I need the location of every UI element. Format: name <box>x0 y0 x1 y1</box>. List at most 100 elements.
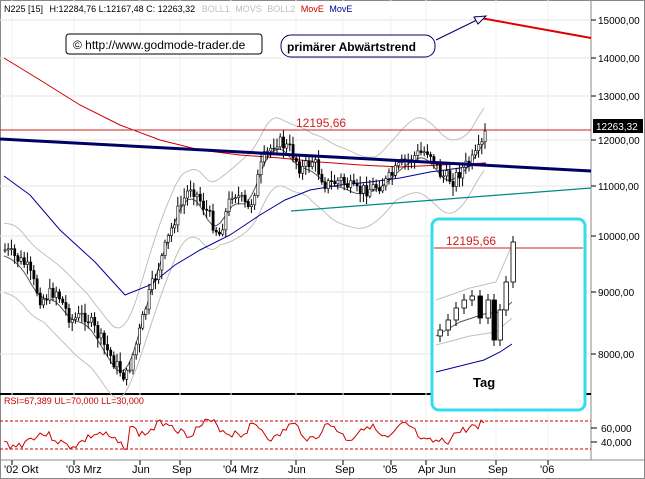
candle-body <box>67 308 71 323</box>
copyright-box <box>65 33 263 55</box>
candle-body <box>16 255 20 262</box>
inset-candle-body <box>453 307 459 321</box>
candle-body <box>390 172 394 176</box>
candle-body <box>160 255 164 271</box>
candle-body <box>454 172 458 187</box>
inset-candle-body <box>461 299 467 309</box>
candle-body <box>429 154 433 157</box>
candle-body <box>166 235 170 243</box>
candle-body <box>272 147 276 150</box>
candle-body <box>378 187 381 192</box>
rsi-label: RSI=67,389 UL=70,000 LL=30,000 <box>4 396 144 406</box>
trend-arrow-shaft <box>435 17 482 41</box>
candle-body <box>32 270 36 280</box>
candle-body <box>118 361 122 374</box>
candle-body <box>384 178 388 187</box>
candle-body <box>480 141 484 145</box>
candle-body <box>93 317 97 326</box>
legend-move-red: MovE <box>301 4 324 14</box>
candle-body <box>374 184 378 189</box>
bollinger-upper-band <box>3 107 485 329</box>
candle-body <box>61 298 65 303</box>
candle-body <box>304 160 308 167</box>
candle-body <box>310 161 314 168</box>
time-tick-label: Sep <box>488 464 508 476</box>
legend-boll2: BOLL2 <box>267 4 295 14</box>
candle-body <box>115 361 119 368</box>
inset-bollinger-lower <box>435 317 513 346</box>
inset-candle-body <box>510 241 516 283</box>
candle-body <box>346 183 349 188</box>
candle-body <box>483 130 487 143</box>
legend-boll1: BOLL1 <box>202 4 230 14</box>
candle-body <box>189 189 193 192</box>
candle-body <box>330 180 333 182</box>
candle-body <box>451 181 455 187</box>
candle-body <box>26 261 29 265</box>
chart-header: N225 [15] H:12284,76 L:12167,48 C: 12263… <box>4 4 352 14</box>
time-axis: '02 Okt '03 Mrz Jun Sep '04 Mrz Jun Sep '05 Apr … <box>4 460 554 476</box>
candle-body <box>413 155 417 161</box>
time-tick-label: Sep <box>335 464 355 476</box>
candle-body <box>102 332 106 345</box>
candle-body <box>96 325 100 339</box>
candle-body <box>438 163 442 177</box>
candle-body <box>323 181 327 189</box>
rsi-tick-label-60: 60,000 <box>601 424 632 435</box>
time-tick-label: '03 Mrz <box>66 464 102 476</box>
candle-body <box>461 166 465 179</box>
candle-body <box>51 287 55 298</box>
candle-body <box>355 182 359 187</box>
candle-body <box>147 289 151 310</box>
candle-body <box>371 184 375 190</box>
inset-candle-body <box>437 329 443 337</box>
candle-body <box>48 287 52 301</box>
candle-body <box>42 298 45 306</box>
ohlc-label: H:12284,76 L:12167,48 C: 12263,32 <box>50 4 196 14</box>
candle-body <box>288 143 292 146</box>
price-tick-label: 13000,00 <box>598 92 640 103</box>
candle-body <box>458 172 461 179</box>
candle-body <box>448 170 452 182</box>
inset-frame <box>430 217 587 412</box>
candle-body <box>141 314 145 329</box>
candle-body <box>256 174 260 196</box>
candle-body <box>266 150 269 153</box>
candle-body <box>109 349 113 356</box>
price-axis: 15000,00 14000,00 13000,00 12000,00 11000,00… <box>591 16 640 361</box>
candle-body <box>477 144 481 151</box>
candle-body <box>192 189 196 197</box>
candle-body <box>394 165 397 176</box>
candle-body <box>237 195 241 198</box>
candle-body <box>342 177 346 184</box>
candle-body <box>285 143 289 149</box>
candle-body <box>64 302 68 309</box>
candle-body <box>186 190 189 199</box>
candle-body <box>179 204 183 207</box>
legend-move-blue: MovE <box>329 4 352 14</box>
moving-average-blue <box>3 162 487 296</box>
candle-body <box>368 189 372 197</box>
candle-body <box>314 159 317 163</box>
candle-body <box>234 197 237 199</box>
inset-candle-body <box>503 281 509 311</box>
inset-candle-body <box>497 309 503 341</box>
candle-body <box>419 150 423 153</box>
candle-body <box>182 197 186 206</box>
candle-body <box>246 201 250 207</box>
downtrend-line <box>0 137 592 173</box>
trend-label-box <box>280 34 436 58</box>
candle-body <box>157 269 161 280</box>
candle-body <box>365 185 369 197</box>
candle-body <box>336 180 340 185</box>
primary-downtrend-line <box>474 16 592 39</box>
trend-label: primärer Abwärtstrend <box>287 40 416 54</box>
candle-body <box>80 312 84 315</box>
candle-body <box>86 321 90 324</box>
time-tick-label: '06 <box>540 464 554 476</box>
candle-body <box>240 194 244 197</box>
candle-body <box>170 227 173 236</box>
inset-period-label: Tag <box>473 375 495 390</box>
candle-body <box>205 208 209 211</box>
candle-body <box>198 193 202 202</box>
